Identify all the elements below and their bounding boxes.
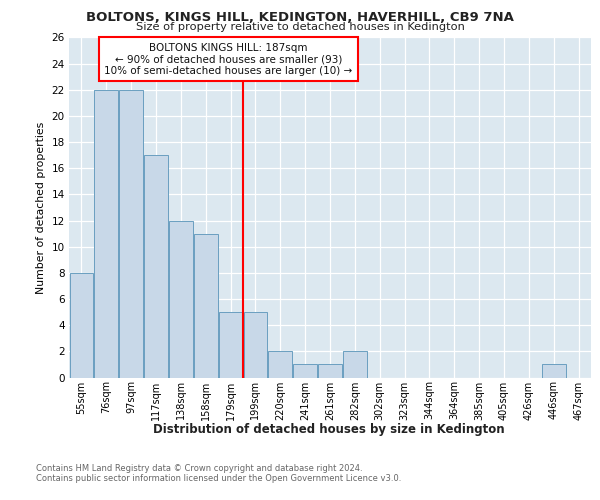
Bar [194, 234, 218, 378]
Bar [219, 312, 242, 378]
Bar [318, 364, 342, 378]
Bar [343, 352, 367, 378]
Bar [169, 220, 193, 378]
Bar [70, 273, 93, 378]
Text: Contains public sector information licensed under the Open Government Licence v3: Contains public sector information licen… [36, 474, 401, 483]
Text: Size of property relative to detached houses in Kedington: Size of property relative to detached ho… [136, 22, 464, 32]
Bar [119, 90, 143, 378]
Bar [268, 352, 292, 378]
Text: Contains HM Land Registry data © Crown copyright and database right 2024.: Contains HM Land Registry data © Crown c… [36, 464, 362, 473]
Bar [144, 155, 168, 378]
Text: Distribution of detached houses by size in Kedington: Distribution of detached houses by size … [153, 422, 505, 436]
Y-axis label: Number of detached properties: Number of detached properties [36, 122, 46, 294]
Bar [244, 312, 267, 378]
Bar [293, 364, 317, 378]
Text: BOLTONS KINGS HILL: 187sqm
← 90% of detached houses are smaller (93)
10% of semi: BOLTONS KINGS HILL: 187sqm ← 90% of deta… [104, 42, 352, 76]
Bar [94, 90, 118, 378]
Bar [542, 364, 566, 378]
Text: BOLTONS, KINGS HILL, KEDINGTON, HAVERHILL, CB9 7NA: BOLTONS, KINGS HILL, KEDINGTON, HAVERHIL… [86, 11, 514, 24]
